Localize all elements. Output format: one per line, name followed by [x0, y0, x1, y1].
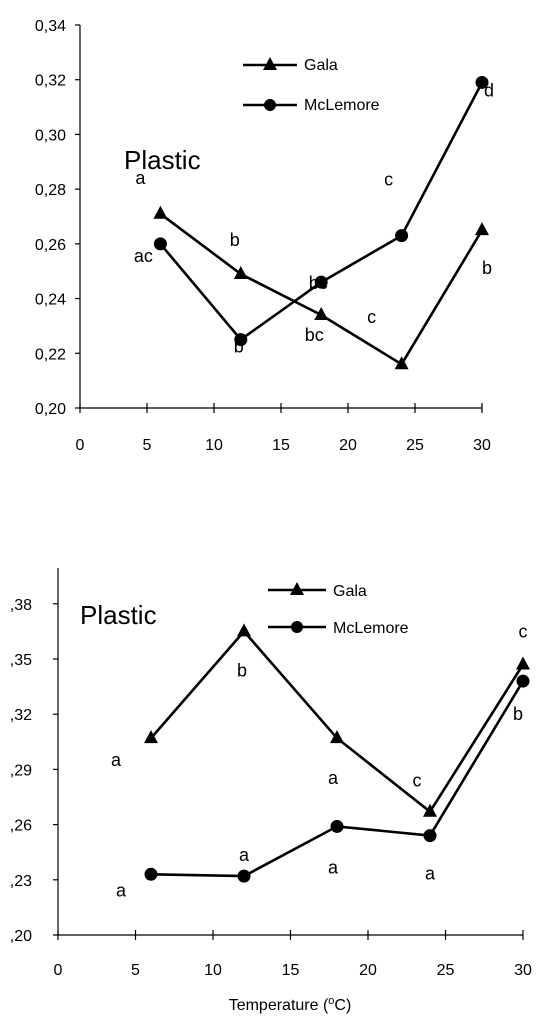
y-tick-label: 0,32: [35, 73, 66, 90]
data-point-gala: [237, 623, 251, 637]
data-point-mclemore: [395, 229, 409, 243]
chart-1: 0,20 0,22 0,24 0,26 0,28 0,30 0,32 0,34 0 5 10 15 2…: [35, 18, 494, 454]
x-tick-label: 0: [54, 962, 63, 979]
data-point-mclemore: [234, 333, 248, 347]
chart-1-series: [153, 75, 489, 370]
x-tick-label: 20: [359, 962, 377, 979]
significance-label-mclemore: a: [328, 857, 339, 877]
data-point-gala: [233, 265, 248, 279]
significance-label-gala: c: [367, 307, 376, 327]
x-tick-label: 30: [514, 962, 532, 979]
chart-2-x-ticks: 0 5 10 15 20 25 30: [54, 930, 532, 979]
chart-1-y-ticks: 0,20 0,22 0,24 0,26 0,28 0,30 0,32 0,34: [35, 18, 80, 418]
x-tick-label: 15: [282, 962, 300, 979]
y-tick-label: ,26: [10, 818, 32, 835]
y-tick-label: 0,28: [35, 182, 66, 199]
chart-2-series: [144, 623, 530, 883]
chart-2-legend-triangle-marker: [290, 582, 304, 595]
data-point-gala: [516, 656, 530, 670]
chart-1-legend-label-gala: Gala: [304, 57, 338, 74]
series-line-mclemore: [159, 81, 484, 342]
chart-1-legend-triangle-marker: [263, 57, 277, 70]
x-tick-label: 30: [473, 437, 491, 454]
y-tick-label: ,38: [10, 597, 32, 614]
significance-label-gala: b: [230, 230, 240, 250]
x-tick-label: 25: [406, 437, 424, 454]
data-point-mclemore: [475, 75, 489, 89]
significance-label-gala: c: [413, 771, 422, 791]
y-tick-label: 0,24: [35, 292, 66, 309]
chart-2-y-ticks: ,20 ,23 ,26 ,29 ,32 ,35 ,38: [10, 597, 58, 945]
data-point-gala: [423, 803, 437, 817]
significance-label-mclemore: a: [116, 880, 127, 900]
chart-1-title: Plastic: [124, 145, 201, 175]
chart-2-x-axis-label: Temperature (oC): [229, 995, 352, 1014]
significance-label-mclemore: a: [425, 864, 436, 884]
significance-label-mclemore: a: [239, 845, 250, 865]
significance-label-mclemore: bc: [305, 325, 324, 345]
y-tick-label: 0,22: [35, 346, 66, 363]
x-tick-label: 20: [339, 437, 357, 454]
data-point-mclemore: [314, 275, 328, 289]
significance-label-gala: b: [482, 258, 492, 278]
x-tick-label: 15: [272, 437, 290, 454]
significance-label-mclemore: c: [384, 170, 393, 190]
data-point-mclemore: [423, 829, 437, 843]
data-point-gala: [153, 205, 168, 219]
data-point-gala: [314, 306, 329, 320]
data-point-mclemore: [516, 674, 530, 688]
data-point-gala: [330, 730, 344, 744]
chart-1-legend: Gala McLemore: [243, 57, 380, 114]
x-tick-label: 5: [143, 437, 152, 454]
x-tick-label: 25: [437, 962, 455, 979]
chart-2: ,20 ,23 ,26 ,29 ,32 ,35 ,38 0 5 10 15 20 25 30 Plast…: [10, 568, 532, 1014]
chart-2-legend: Gala McLemore: [268, 582, 409, 637]
y-tick-label: ,35: [10, 652, 32, 669]
chart-2-title: Plastic: [80, 600, 157, 630]
x-tick-label: 10: [205, 437, 223, 454]
data-point-mclemore: [153, 237, 167, 251]
y-tick-label: ,23: [10, 873, 32, 890]
chart-1-legend-label-mclemore: McLemore: [304, 97, 380, 114]
significance-label-gala: b: [237, 660, 247, 680]
y-tick-label: ,20: [10, 928, 32, 945]
y-tick-label: 0,30: [35, 127, 66, 144]
x-tick-label: 0: [76, 437, 85, 454]
significance-label-gala: a: [135, 168, 146, 188]
chart-2-legend-circle-marker: [291, 621, 303, 633]
y-tick-label: 0,34: [35, 18, 66, 35]
significance-label-mclemore: b: [234, 337, 244, 357]
chart-1-annotations: a b bc c b ac b bc c d: [134, 80, 494, 356]
significance-label-gala: c: [519, 622, 528, 642]
y-tick-label: ,32: [10, 707, 32, 724]
chart-2-legend-label-gala: Gala: [333, 583, 367, 600]
chart-2-annotations: a b a c c a a a a b: [111, 622, 528, 901]
data-point-gala: [475, 222, 489, 236]
chart-1-axes: [79, 25, 482, 409]
chart-1-legend-circle-marker: [264, 99, 276, 111]
data-point-mclemore: [330, 819, 344, 833]
significance-label-mclemore: b: [513, 704, 523, 724]
x-tick-label: 5: [131, 962, 140, 979]
y-tick-label: 0,20: [35, 401, 66, 418]
y-tick-label: 0,26: [35, 237, 66, 254]
data-point-mclemore: [237, 869, 251, 883]
x-tick-label: 10: [204, 962, 222, 979]
chart-2-legend-label-mclemore: McLemore: [333, 620, 409, 637]
data-point-mclemore: [144, 867, 158, 881]
significance-label-mclemore: d: [484, 80, 494, 100]
significance-label-gala: a: [111, 750, 122, 770]
data-point-gala: [394, 356, 409, 370]
y-tick-label: ,29: [10, 762, 32, 779]
significance-label-mclemore: ac: [134, 246, 153, 266]
significance-label-gala: bc: [309, 273, 328, 293]
chart-1-x-ticks: 0 5 10 15 20 25 30: [76, 403, 491, 454]
data-point-gala: [144, 730, 158, 744]
significance-label-gala: a: [328, 768, 339, 788]
